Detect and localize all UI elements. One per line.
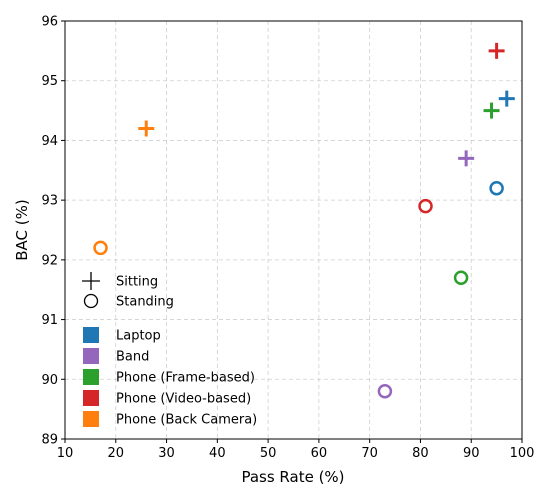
legend-item-band: Band <box>83 348 149 365</box>
x-tick-label: 70 <box>361 446 378 461</box>
x-tick-label: 100 <box>510 446 535 461</box>
legend-label: Standing <box>116 295 174 310</box>
legend-swatch <box>83 348 99 364</box>
y-tick-label: 93 <box>41 194 58 209</box>
legend: Sitting Standing Laptop Band Phone (Frame-ba… <box>82 272 257 428</box>
legend-swatch <box>83 327 99 343</box>
x-axis-label: Pass Rate (%) <box>241 468 344 486</box>
point-phone-frame-based-sitting <box>483 102 500 119</box>
x-tick-label: 30 <box>158 446 175 461</box>
x-tick-label: 20 <box>108 446 125 461</box>
legend-item-phone-frame-based: Phone (Frame-based) <box>83 369 255 386</box>
points-layer <box>93 42 515 399</box>
x-tick-label: 60 <box>311 446 328 461</box>
point-phone-video-based-standing <box>418 198 433 214</box>
y-tick-label: 91 <box>41 313 58 328</box>
point-band-standing <box>377 383 393 399</box>
x-tick-label: 50 <box>260 446 277 461</box>
y-tick-label: 89 <box>41 433 58 448</box>
legend-label: Laptop <box>116 329 161 344</box>
legend-swatch <box>83 390 99 406</box>
plot-frame <box>64 20 523 440</box>
legend-label: Phone (Frame-based) <box>116 371 255 386</box>
y-tick-label: 90 <box>41 373 58 388</box>
point-phone-frame-based-standing <box>453 270 469 286</box>
point-phone-back-camera-sitting <box>138 120 155 137</box>
x-tick-label: 10 <box>57 446 74 461</box>
x-tick-label: 40 <box>209 446 226 461</box>
point-phone-back-camera-standing <box>93 240 108 256</box>
y-tick-label: 94 <box>41 134 58 149</box>
x-tick-label: 90 <box>463 446 480 461</box>
y-tick-label: 95 <box>41 74 58 89</box>
point-laptop-standing <box>489 180 504 196</box>
legend-label: Phone (Video-based) <box>116 392 251 407</box>
point-laptop-sitting <box>498 90 515 107</box>
y-tick-label: 96 <box>41 15 58 30</box>
legend-label: Phone (Back Camera) <box>116 413 257 428</box>
legend-item-phone-back-camera: Phone (Back Camera) <box>83 411 257 428</box>
legend-item-sitting: Sitting <box>82 272 158 290</box>
point-band-sitting <box>458 150 475 167</box>
legend-item-standing: Standing <box>83 293 174 310</box>
axes-layer: 10 20 30 40 50 60 70 80 90 100 89 90 91 92 93 94 95 96 <box>41 15 534 462</box>
legend-label: Band <box>116 350 149 365</box>
legend-circle-icon <box>83 293 99 309</box>
legend-item-laptop: Laptop <box>83 327 161 344</box>
legend-item-phone-video-based: Phone (Video-based) <box>83 390 251 407</box>
legend-swatch <box>83 369 99 385</box>
legend-label: Sitting <box>116 275 158 290</box>
point-phone-video-based-sitting <box>488 42 505 59</box>
y-tick-label: 92 <box>41 253 58 268</box>
y-axis-label: BAC (%) <box>13 199 31 261</box>
legend-swatch <box>83 411 99 427</box>
x-tick-label: 80 <box>412 446 429 461</box>
